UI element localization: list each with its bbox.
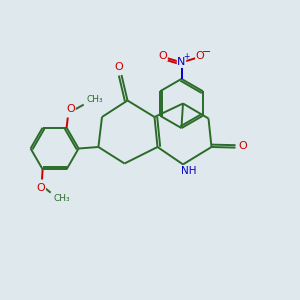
Text: O: O: [115, 61, 124, 72]
Text: +: +: [183, 52, 190, 61]
Text: −: −: [202, 47, 211, 57]
Text: CH₃: CH₃: [87, 95, 103, 104]
Text: NH: NH: [181, 166, 196, 176]
Text: CH₃: CH₃: [53, 194, 70, 203]
Text: N: N: [177, 57, 186, 68]
Text: O: O: [196, 51, 205, 61]
Text: O: O: [238, 141, 247, 151]
Text: O: O: [158, 51, 167, 61]
Text: O: O: [37, 183, 46, 193]
Text: O: O: [66, 104, 75, 114]
